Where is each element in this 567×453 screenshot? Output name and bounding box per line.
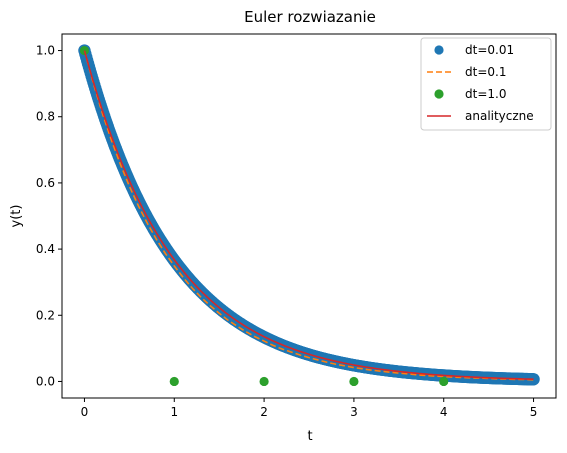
axes: 0 1 2 3 4 5 0.0 0.2 0.4 0.6 0.8 1.0 xyxy=(36,33,557,419)
chart-title: Euler rozwiazanie xyxy=(244,8,376,26)
legend-marker-0 xyxy=(434,45,444,55)
series-2-point-1 xyxy=(169,376,179,387)
series-1-line xyxy=(83,50,534,381)
series-3-line xyxy=(83,50,534,381)
y-tick-label-4: 0.8 xyxy=(36,110,55,124)
x-tick-label-0: 0 xyxy=(81,405,89,419)
x-tick-label-2: 2 xyxy=(260,405,268,419)
legend: dt=0.01 dt=0.1 dt=1.0 analityczne xyxy=(420,37,552,131)
x-tick-label-1: 1 xyxy=(170,405,178,419)
legend-label-2: dt=1.0 xyxy=(465,87,506,101)
series-2-point-4 xyxy=(439,376,449,387)
axes-frame xyxy=(61,33,557,399)
legend-marker-2 xyxy=(434,89,444,99)
x-axis-label: t xyxy=(307,429,312,444)
y-tick-label-1: 0.2 xyxy=(36,308,55,322)
y-axis-label: y(t) xyxy=(9,205,24,228)
plot-area xyxy=(78,44,540,387)
y-tick-label-3: 0.6 xyxy=(36,176,55,190)
legend-box xyxy=(420,37,552,131)
x-tick-label-5: 5 xyxy=(530,405,538,419)
legend-label-0: dt=0.01 xyxy=(465,43,514,57)
y-tick-label-0: 0.0 xyxy=(36,374,55,388)
y-tick-label-2: 0.4 xyxy=(36,242,55,256)
legend-label-1: dt=0.1 xyxy=(465,65,506,79)
y-tick-label-5: 1.0 xyxy=(36,44,55,58)
series-0-point-500 xyxy=(527,373,540,386)
series-2-point-3 xyxy=(349,376,359,387)
series-2-point-2 xyxy=(259,376,269,387)
x-tick-label-4: 4 xyxy=(440,405,448,419)
legend-label-3: analityczne xyxy=(465,109,534,123)
x-tick-label-3: 3 xyxy=(350,405,358,419)
